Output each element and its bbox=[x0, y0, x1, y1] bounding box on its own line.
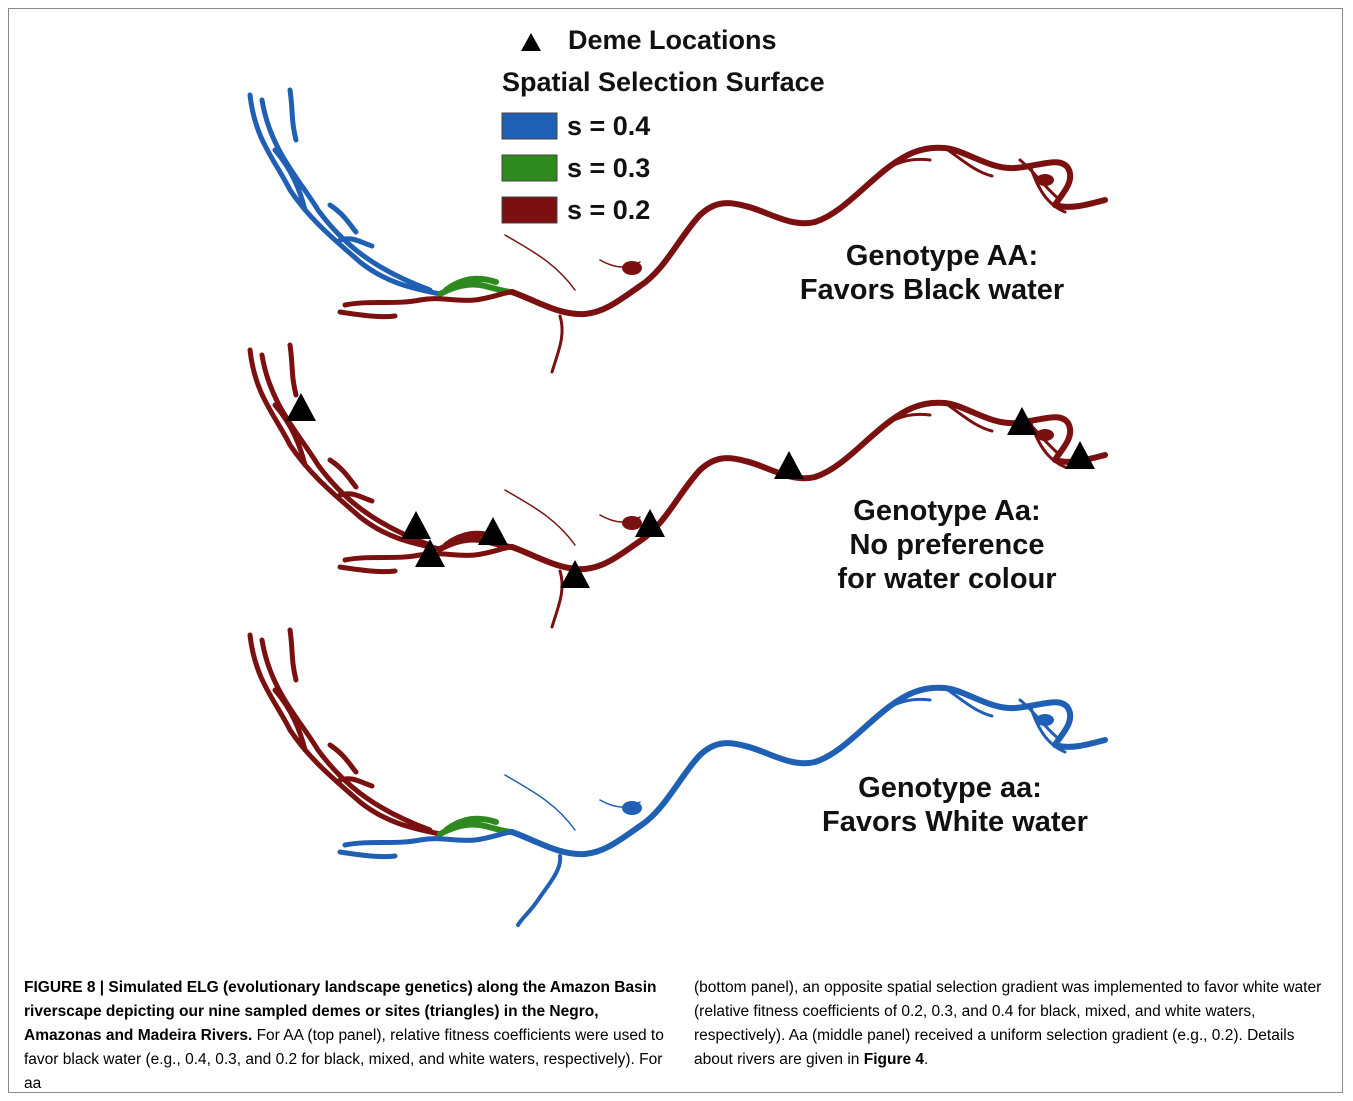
legend-deme-label: Deme Locations bbox=[568, 25, 777, 55]
figure-frame bbox=[8, 8, 1343, 1093]
deme-marker bbox=[560, 560, 590, 588]
panel-aa-middle: Genotype Aa: No preference for water col… bbox=[250, 345, 1105, 629]
legend-item-label: s = 0.2 bbox=[567, 195, 650, 225]
deme-marker bbox=[774, 451, 804, 479]
panel-label-line1: Genotype Aa: bbox=[853, 495, 1040, 527]
caption-end: . bbox=[924, 1051, 929, 1068]
figure-reference: Figure 4 bbox=[863, 1051, 925, 1068]
solimoes-river bbox=[340, 832, 512, 857]
lake bbox=[1036, 714, 1054, 726]
legend-item-label: s = 0.4 bbox=[567, 111, 650, 141]
solimoes-river bbox=[340, 292, 512, 317]
lake bbox=[622, 516, 642, 530]
negro-river-black-water bbox=[250, 90, 440, 294]
legend-item-label: s = 0.3 bbox=[567, 153, 650, 183]
panel-label-line1: Genotype AA: bbox=[846, 240, 1038, 272]
lake bbox=[1036, 174, 1054, 186]
madeira-river bbox=[516, 854, 563, 927]
lake bbox=[622, 801, 642, 815]
tributary bbox=[504, 774, 641, 831]
deme-marker bbox=[401, 511, 431, 539]
deme-marker bbox=[1065, 441, 1095, 469]
panel-aa-bottom: Genotype aa: Favors White water bbox=[250, 630, 1105, 927]
deme-legend-triangle-icon bbox=[521, 33, 541, 51]
deme-marker bbox=[478, 517, 508, 545]
panel-label-line1: Genotype aa: bbox=[858, 772, 1042, 804]
legend-swatch-red bbox=[501, 196, 558, 224]
madeira-river bbox=[550, 569, 564, 629]
caption-right-column: (bottom panel), an opposite spatial sele… bbox=[694, 976, 1334, 1072]
deme-marker bbox=[286, 393, 316, 421]
map-legend: Deme Locations Spatial Selection Surface… bbox=[501, 25, 825, 225]
panel-label-line2: Favors White water bbox=[822, 806, 1088, 838]
caption-text: For AA (top panel), relative fitness coe… bbox=[24, 1027, 664, 1092]
caption-bold-title: FIGURE 8 | Simulated ELG (evolutionary l… bbox=[24, 979, 657, 1044]
legend-swatch-green bbox=[501, 154, 558, 182]
tributary bbox=[504, 489, 641, 546]
panel-label-line2: Favors Black water bbox=[800, 274, 1064, 306]
panel-label-line2: No preference bbox=[849, 529, 1044, 561]
deme-marker bbox=[635, 509, 665, 537]
legend-swatch-blue bbox=[501, 112, 558, 140]
panel-aa-top: Genotype AA: Favors Black water bbox=[250, 90, 1105, 374]
madeira-river bbox=[550, 314, 564, 374]
tributary bbox=[504, 234, 641, 291]
caption-text: (bottom panel), an opposite spatial sele… bbox=[694, 979, 1322, 1068]
deme-marker bbox=[415, 539, 445, 567]
negro-river bbox=[250, 345, 440, 549]
lake bbox=[622, 261, 642, 275]
lake bbox=[1036, 429, 1054, 441]
legend-surface-title: Spatial Selection Surface bbox=[502, 67, 825, 97]
negro-river-white-water bbox=[250, 630, 440, 834]
deme-marker bbox=[1007, 407, 1037, 435]
river-map: Genotype AA: Favors Black water Genotype… bbox=[0, 25, 1353, 927]
panel-label-line3: for water colour bbox=[837, 563, 1056, 595]
caption-left-column: FIGURE 8 | Simulated ELG (evolutionary l… bbox=[24, 976, 664, 1096]
